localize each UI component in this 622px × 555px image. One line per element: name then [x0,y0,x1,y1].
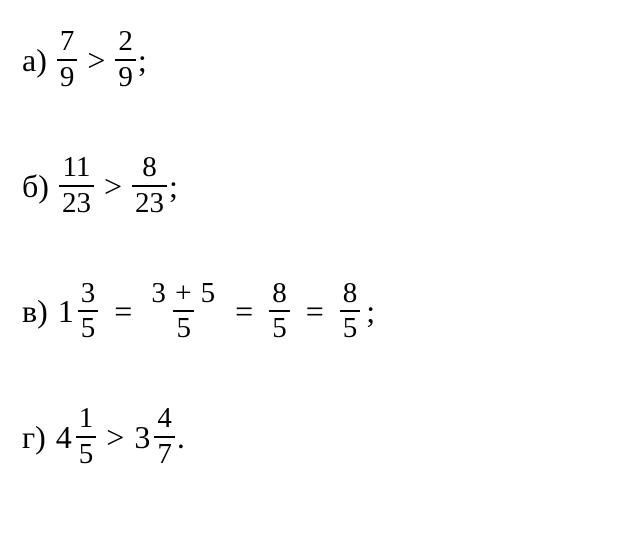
numerator: 1 [76,403,97,436]
mixed-number: 3 4 7 [134,403,175,471]
numerator: 11 [59,152,93,185]
operator-eq: = [235,295,253,327]
denominator: 5 [340,310,361,345]
problem-c: в) 1 3 5 = 3 + 5 5 = 8 5 = 8 5 ; [22,278,600,346]
fraction: 2 9 [115,26,136,94]
mixed-number: 4 1 5 [56,403,97,471]
denominator: 5 [269,310,290,345]
problem-d: г) 4 1 5 > 3 4 7 . [22,403,600,471]
denominator: 5 [76,436,97,471]
fraction: 11 23 [59,152,94,220]
label-a: а) [22,44,47,76]
mixed-number: 1 3 5 [58,278,99,346]
whole: 4 [56,421,72,453]
operator-gt: > [87,44,105,76]
numerator: 4 [154,403,175,436]
numerator: 2 [115,26,136,59]
whole: 3 [134,421,150,453]
problem-b: б) 11 23 > 8 23 ; [22,152,600,220]
numerator: 3 [78,278,99,311]
whole: 1 [58,295,74,327]
fraction: 3 + 5 5 [148,278,219,346]
denominator: 9 [57,59,78,94]
fraction: 8 5 [340,278,361,346]
fraction: 8 5 [269,278,290,346]
numerator: 8 [269,278,290,311]
punct: ; [169,170,178,202]
numerator: 3 + 5 [148,278,219,311]
fraction: 7 9 [57,26,78,94]
denominator: 5 [173,310,194,345]
denominator: 23 [132,185,167,220]
fraction: 1 5 [76,403,97,471]
fraction: 3 5 [78,278,99,346]
denominator: 5 [78,310,99,345]
denominator: 7 [154,436,175,471]
numerator: 8 [139,152,160,185]
problem-a: а) 7 9 > 2 9 ; [22,26,600,94]
punct: . [177,421,185,453]
label-c: в) [22,295,48,327]
label-d: г) [22,421,46,453]
operator-eq: = [306,295,324,327]
numerator: 8 [340,278,361,311]
denominator: 23 [59,185,94,220]
numerator: 7 [57,26,78,59]
operator-gt: > [104,170,122,202]
denominator: 9 [115,59,136,94]
operator-eq: = [114,295,132,327]
fraction: 4 7 [154,403,175,471]
operator-gt: > [106,421,124,453]
fraction: 8 23 [132,152,167,220]
punct: ; [138,44,147,76]
label-b: б) [22,170,49,202]
punct: ; [366,295,375,327]
